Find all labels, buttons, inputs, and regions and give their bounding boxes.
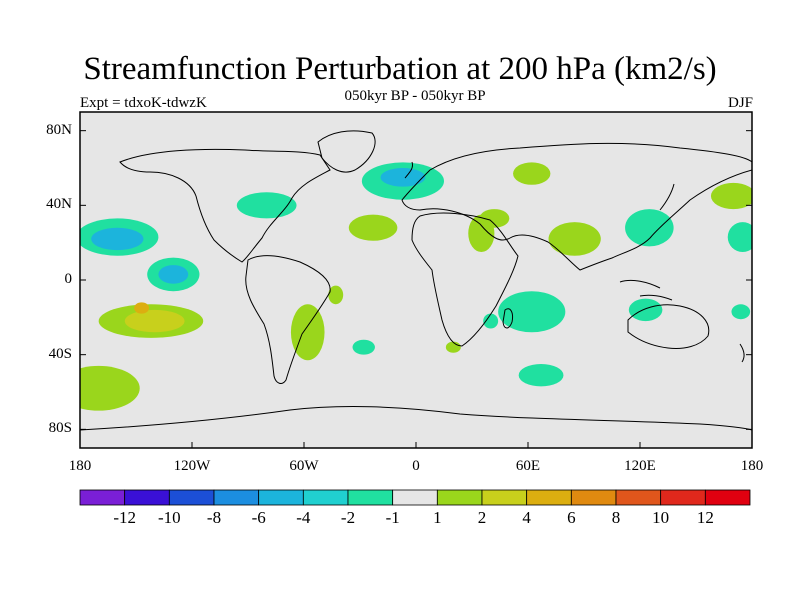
colorbar-swatch: [526, 489, 572, 506]
south-pacific-positive-mid: [124, 309, 185, 333]
coast-south-america: [245, 255, 331, 384]
atlantic-positive: [348, 214, 398, 241]
colorbar-swatch: [570, 489, 617, 506]
lon-tick-label: 60E: [515, 458, 541, 474]
season-label: DJF: [727, 95, 753, 111]
colorbar-label: -2: [340, 508, 356, 527]
coast-africa: [411, 212, 519, 347]
colorbar-swatch: [124, 489, 170, 506]
coast-uk: [404, 161, 413, 179]
colorbar-label: 2: [477, 508, 487, 527]
colorbar-swatch: [704, 489, 751, 506]
colorbar-swatch: [302, 489, 349, 506]
lon-tick-label: 180: [740, 458, 764, 474]
colorbar-swatch: [258, 489, 304, 506]
lat-tick-label: 80S: [48, 420, 72, 437]
colorbar-label: 6: [567, 508, 576, 527]
central-pacific-negative-inner: [158, 265, 189, 284]
plot-title: Streamfunction Perturbation at 200 hPa (…: [83, 51, 717, 87]
anomaly-fields: [80, 162, 752, 411]
coast-greenland: [317, 130, 376, 173]
coast-indonesia: [619, 279, 673, 301]
colorbar-swatch: [615, 489, 662, 506]
indian-ocean-negative: [498, 291, 566, 333]
southern-ocean-negative: [518, 364, 564, 387]
madagascar-negative: [483, 313, 499, 329]
colorbar-label: 10: [652, 508, 670, 527]
coast-australia: [627, 304, 710, 349]
coast-antarctica: [80, 406, 752, 431]
coast-japan: [659, 183, 675, 211]
southern-pacific-positive: [80, 365, 140, 411]
colorbar-swatch: [79, 489, 126, 506]
coast-new-zealand: [739, 343, 745, 363]
east-asia-negative: [625, 209, 674, 247]
lon-tick-label: 180: [68, 458, 92, 474]
lat-tick-label: 80N: [46, 121, 72, 138]
siberia-positive: [513, 162, 551, 185]
colorbar: [79, 489, 751, 506]
lat-tick-label: 40N: [46, 196, 72, 213]
colorbar-swatch: [660, 489, 706, 506]
colorbar-label: -6: [251, 508, 266, 527]
south-america-positive: [290, 304, 325, 361]
lon-tick-label: 60W: [289, 458, 319, 474]
plot-subtitle: 050kyr BP - 050kyr BP: [344, 88, 486, 104]
colorbar-swatch: [481, 489, 528, 506]
south-africa-positive: [445, 341, 461, 353]
australia-negative: [628, 298, 663, 322]
colorbar-swatch: [168, 489, 215, 506]
lat-tick-label: 0: [64, 271, 73, 287]
north-pacific-positive: [710, 182, 752, 210]
east-pacific-negative-inner: [91, 227, 144, 251]
arabia-positive: [479, 209, 510, 228]
colorbar-label: -4: [296, 508, 311, 527]
west-pacific-negative: [727, 222, 752, 252]
colorbar-swatch: [347, 489, 394, 506]
colorbar-label: 4: [522, 508, 531, 527]
experiment-label: Expt = tdxoK-tdwzK: [80, 95, 207, 111]
axis-ticks: [79, 130, 753, 448]
colorbar-label: 1: [433, 508, 442, 527]
colorbar-label: -10: [157, 508, 181, 527]
colorbar-label: 8: [611, 508, 621, 527]
colorbar-label: 12: [696, 508, 714, 527]
lon-tick-label: 0: [412, 458, 420, 474]
tasman-negative: [731, 304, 751, 320]
south-atlantic-negative: [352, 339, 375, 355]
south-pacific-positive-inner: [134, 302, 150, 314]
coast-north-america: [119, 148, 331, 263]
colorbar-label: -8: [206, 508, 222, 527]
colorbar-label: -1: [385, 508, 400, 527]
north-atlantic-negative-inner: [380, 168, 426, 187]
coastlines: [80, 130, 752, 431]
lon-tick-label: 120E: [624, 458, 656, 474]
coast-eurasia: [401, 142, 752, 271]
coast-madagascar: [502, 308, 513, 329]
south-atlantic-positive: [328, 285, 344, 305]
colorbar-swatch: [436, 489, 483, 506]
colorbar-label: -12: [113, 508, 136, 527]
lat-tick-label: 40S: [48, 345, 72, 362]
lon-tick-label: 120W: [173, 458, 211, 474]
india-positive: [548, 222, 601, 256]
colorbar-swatch: [392, 489, 438, 506]
colorbar-swatch: [213, 489, 260, 506]
